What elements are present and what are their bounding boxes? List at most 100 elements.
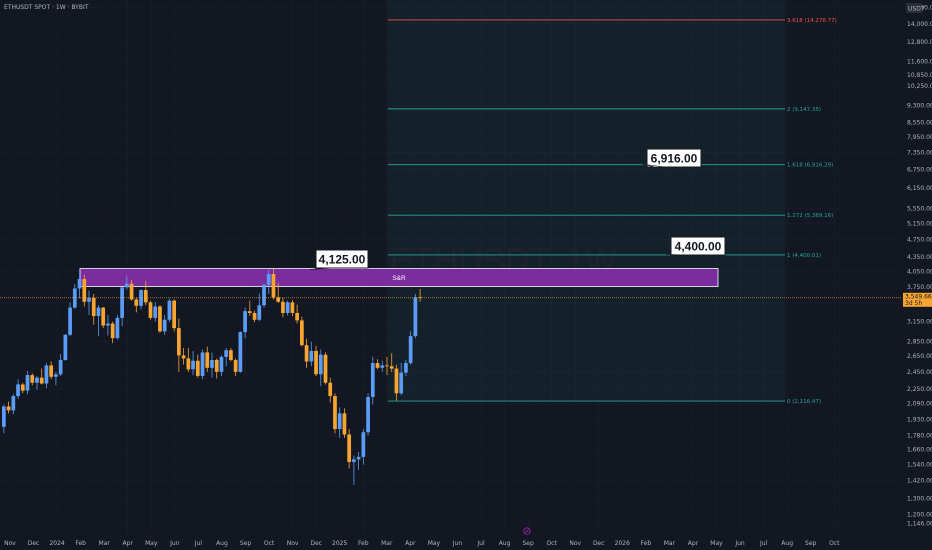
candle-body — [394, 368, 399, 394]
time-tick-label: Nov — [569, 540, 581, 547]
price-tick-label: 1,146.00 — [907, 521, 932, 528]
time-tick-label: Aug — [499, 540, 511, 547]
callout-value: 4,400.00 — [675, 240, 722, 254]
time-tick-label: Dec — [28, 540, 40, 547]
candle-body — [68, 307, 72, 335]
time-tick-label: Feb — [358, 540, 369, 547]
time-tick-label: Mar — [381, 540, 393, 547]
candle-body — [172, 300, 177, 329]
candle-body — [129, 283, 134, 300]
candle-body — [323, 354, 328, 383]
candle-body — [243, 311, 247, 333]
candle-body — [333, 396, 337, 429]
time-tick-label: 2024 — [49, 540, 64, 547]
price-tick-label: 10,850.00 — [907, 72, 932, 79]
price-tick-label: 1,780.00 — [907, 433, 932, 440]
time-tick-label: Jun — [169, 540, 180, 547]
fib-level-label: 3.618 (14,278.77) — [787, 18, 837, 24]
time-tick-label: Mar — [99, 540, 111, 547]
currency-badge[interactable]: USDT — [906, 3, 925, 13]
candle-body — [219, 356, 224, 372]
candle-body — [276, 297, 281, 302]
price-tick-label: 1,300.00 — [907, 495, 932, 502]
time-tick-label: Jun — [734, 540, 745, 547]
candle-body — [143, 290, 148, 303]
time-axis[interactable]: Nov Dec 2024 Feb Mar Apr May Jun Jul Aug Sep Oct Nov… — [4, 540, 840, 547]
time-tick-label: Sep — [805, 540, 817, 547]
candle-body — [115, 317, 120, 339]
candle-body — [16, 384, 20, 397]
currency-badge-label: USDT — [908, 6, 925, 13]
price-tick-label: 1,420.00 — [907, 478, 932, 485]
fib-level-label: 1.272 (5,369.16) — [787, 213, 833, 219]
candle-body — [87, 297, 91, 302]
go-to-realtime-icon[interactable] — [523, 527, 531, 535]
candle-body — [25, 375, 30, 391]
candle-body — [205, 352, 210, 368]
candle-body — [356, 456, 361, 460]
candle-body — [191, 360, 195, 370]
symbol-title: ETHUSDT SPOT · 1W · BYBIT — [4, 4, 89, 11]
candle-body — [271, 273, 276, 298]
time-tick-label: Jun — [452, 540, 463, 547]
candle-body — [6, 406, 11, 411]
candle-body — [380, 365, 385, 368]
candle-body — [304, 345, 309, 362]
candle-body — [247, 311, 252, 313]
time-tick-label: Mar — [664, 540, 676, 547]
time-tick-label: Oct — [264, 540, 275, 547]
price-tick-label: 2,450.00 — [907, 369, 932, 376]
zone-box[interactable] — [79, 268, 719, 287]
candle-body — [110, 323, 115, 339]
grid — [0, 0, 902, 534]
candle-body — [63, 334, 68, 360]
callout-value: 6,916.00 — [651, 152, 698, 166]
candle-body — [181, 355, 186, 359]
candle-body — [214, 359, 219, 372]
price-tick-label: 11,600.00 — [907, 58, 932, 65]
candle-body — [262, 284, 266, 306]
candle-body — [299, 320, 304, 346]
candle-body — [158, 306, 162, 332]
candle-body — [318, 354, 323, 375]
time-tick-label: Jul — [476, 540, 485, 547]
target-callout-6916: 6,916.00 — [641, 148, 702, 168]
support-resistance-zone[interactable]: S&R — [79, 268, 719, 287]
fib-level-label: 1.618 (6,916.29) — [787, 163, 833, 169]
candle-body — [134, 299, 139, 306]
price-tick-label: 2,650.00 — [907, 353, 932, 360]
candle-body — [385, 365, 389, 367]
price-tick-label: 12,800.00 — [907, 39, 932, 46]
price-tick-label: 1,540.00 — [907, 462, 932, 469]
target-callout-4400: 4,400.00 — [665, 236, 726, 256]
candle-body — [342, 413, 347, 435]
time-tick-label: Apr — [688, 540, 699, 547]
candle-body — [2, 406, 6, 427]
candle-body — [96, 307, 101, 317]
candle-body — [285, 302, 290, 313]
price-tick-label: 2,090.00 — [907, 401, 932, 408]
candle-body — [44, 365, 49, 384]
time-tick-label: Aug — [216, 540, 228, 547]
time-tick-label: Apr — [123, 540, 134, 547]
candle-body — [413, 297, 418, 337]
time-tick-label: Aug — [781, 540, 793, 547]
last-price-value: 3,549.66 — [905, 294, 932, 301]
price-tick-label: 10,250.00 — [907, 83, 932, 90]
price-tick-label: 8,550.00 — [907, 119, 932, 126]
time-tick-label: May — [428, 540, 441, 547]
candle-body — [177, 328, 181, 356]
candle-body — [257, 305, 262, 320]
candle-body — [101, 307, 106, 326]
time-tick-label: May — [710, 540, 723, 547]
fib-level-label: 0 (2,116.47) — [787, 399, 821, 405]
candle-body — [49, 365, 54, 377]
candle-body — [106, 323, 110, 326]
price-tick-label: 1,200.00 — [907, 511, 932, 518]
candle-body — [266, 273, 271, 285]
candle-body — [167, 300, 172, 320]
candle-body — [309, 350, 314, 362]
candle-body — [238, 332, 243, 372]
candle-body — [399, 372, 404, 394]
